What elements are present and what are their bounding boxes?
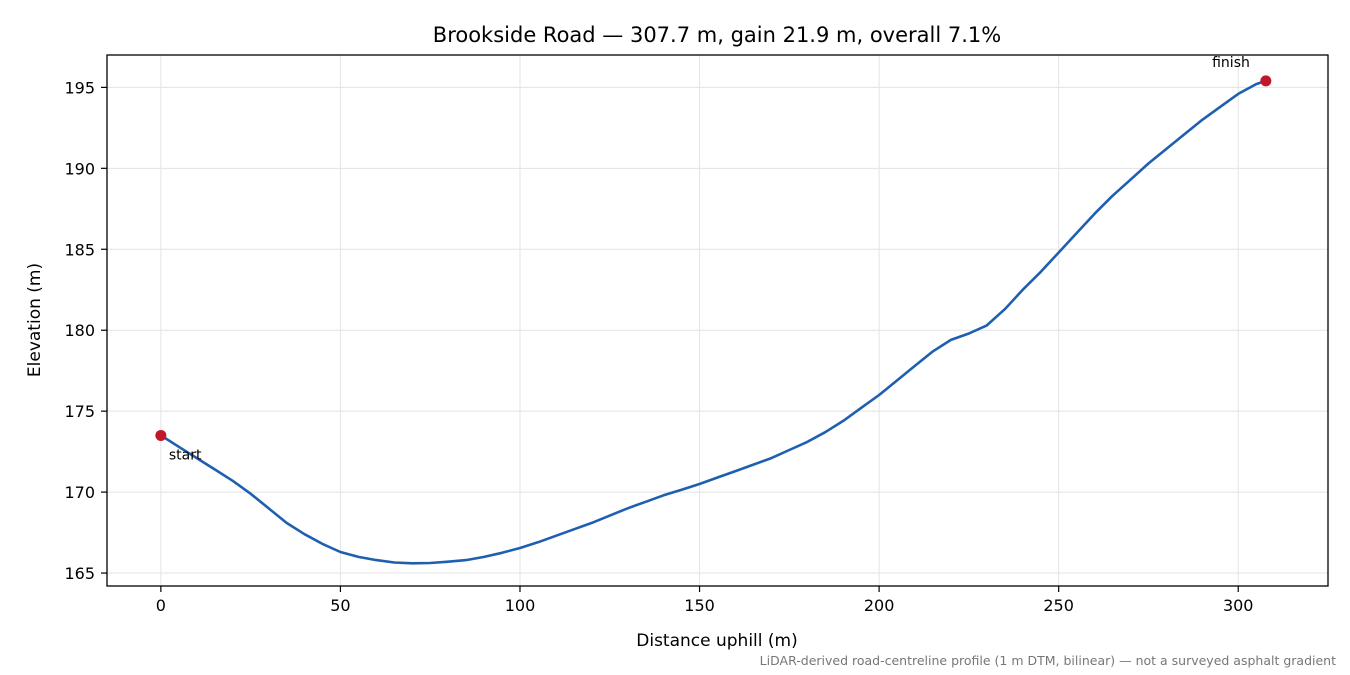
y-tick-label: 175 [64, 402, 95, 421]
elevation-line [159, 79, 1268, 565]
y-tick-label: 170 [64, 483, 95, 502]
y-tick-label: 165 [64, 564, 95, 583]
endpoint-markers: start finish [155, 55, 1272, 463]
y-tick-label: 195 [64, 78, 95, 97]
x-axis-label: Distance uphill (m) [636, 631, 797, 651]
x-tick-label: 300 [1223, 596, 1254, 615]
chart-title: Brookside Road — 307.7 m, gain 21.9 m, o… [433, 23, 1001, 47]
start-label: start [169, 447, 202, 463]
y-tick-label: 185 [64, 240, 95, 259]
y-tick-label: 180 [64, 321, 95, 340]
y-axis-label: Elevation (m) [25, 263, 45, 377]
x-tick-label: 0 [156, 596, 166, 615]
start-marker [155, 429, 167, 441]
x-tick-label: 50 [330, 596, 350, 615]
plot-frame [106, 54, 1329, 587]
y-tick-label: 190 [64, 159, 95, 178]
x-tick-label: 150 [684, 596, 715, 615]
series [159, 79, 1268, 565]
grid [107, 55, 1328, 586]
footnote: LiDAR-derived road-centreline profile (1… [760, 653, 1336, 668]
x-tick-label: 200 [864, 596, 895, 615]
finish-label: finish [1212, 55, 1250, 71]
x-tick-label: 250 [1043, 596, 1074, 615]
finish-marker [1260, 75, 1272, 87]
x-tick-label: 100 [505, 596, 536, 615]
axis-ticks: 0 50 100 150 200 250 300 165 170 175 180 185 190 195 [64, 78, 1253, 615]
